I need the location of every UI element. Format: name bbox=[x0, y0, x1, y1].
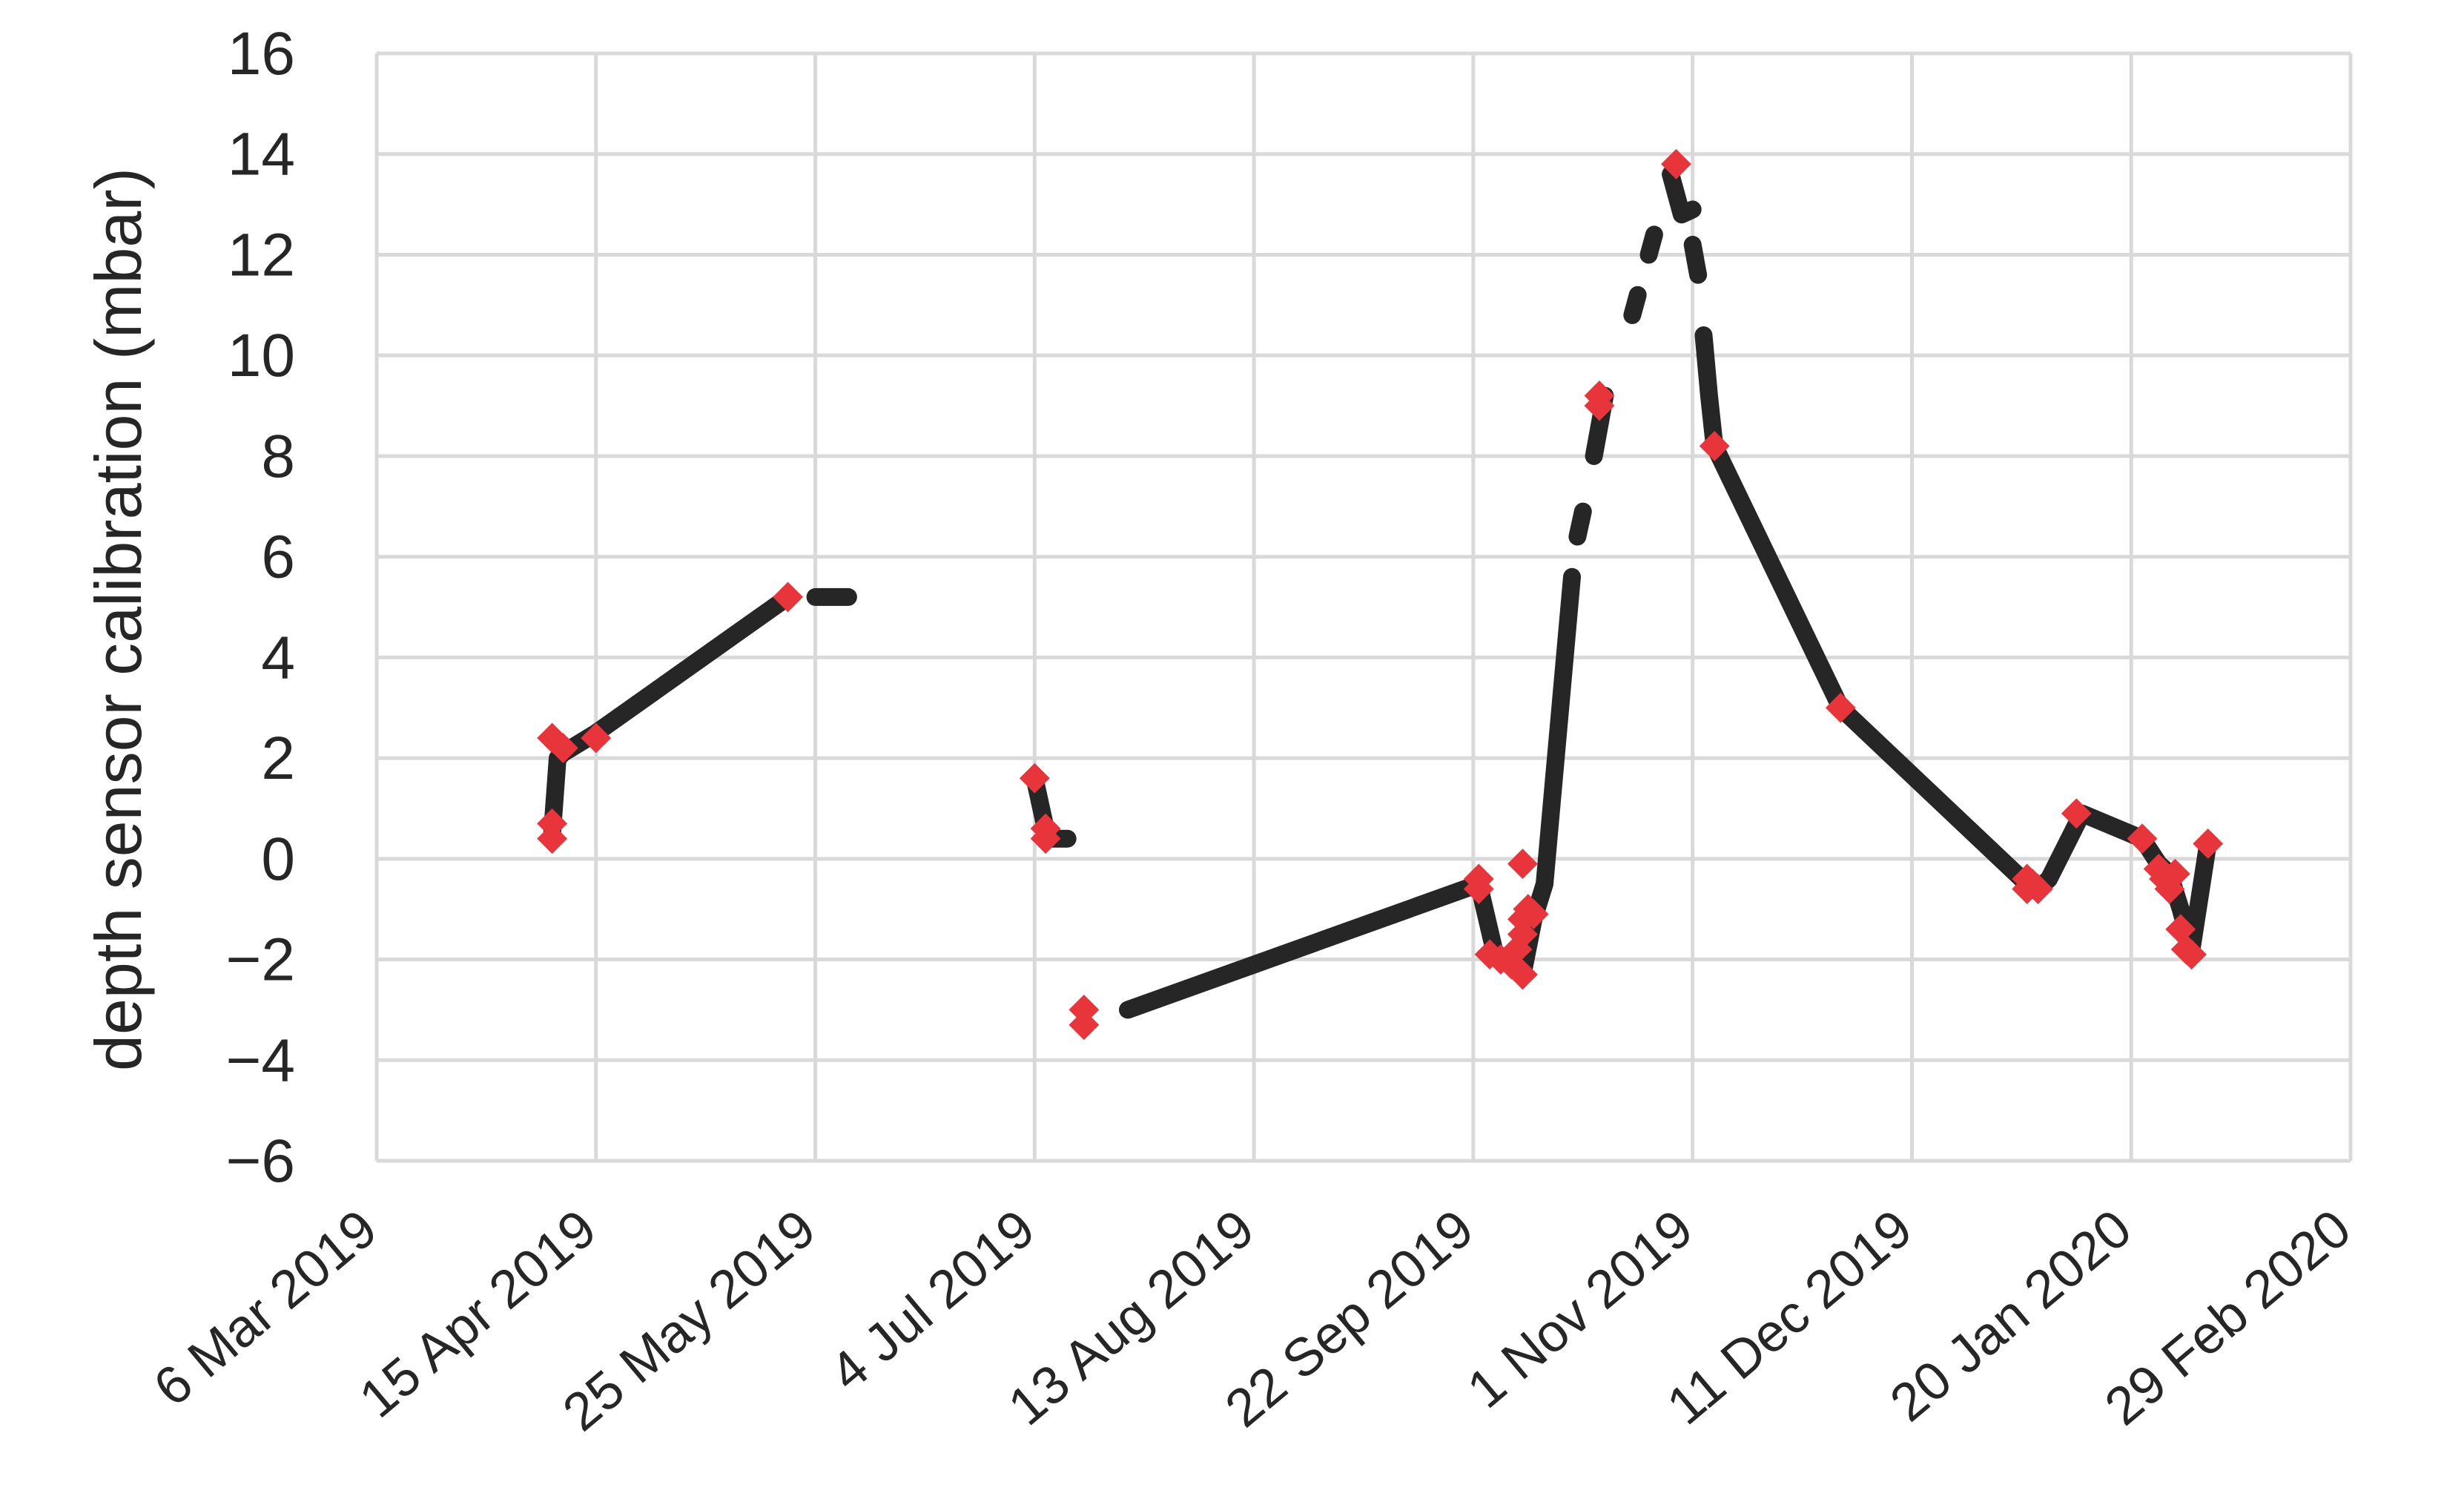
x-tick-label: 4 Jul 2019 bbox=[819, 1199, 1046, 1403]
diamond-marker bbox=[1699, 430, 1730, 461]
diamond-marker bbox=[2023, 874, 2053, 904]
y-axis-title: depth sensor calibration (mbar) bbox=[82, 168, 155, 1071]
y-axis-tick-labels: 16 14 12 10 8 6 4 2 0 −2 −4 −6 bbox=[226, 20, 296, 1195]
y-tick-label: 14 bbox=[228, 121, 295, 188]
y-tick-label: 12 bbox=[228, 221, 295, 289]
series-segment bbox=[1694, 326, 2217, 958]
series-dark-dots bbox=[543, 165, 2217, 1019]
y-tick-label: 4 bbox=[261, 624, 295, 691]
series-segment bbox=[1662, 165, 1702, 224]
diamond-marker bbox=[547, 733, 578, 763]
diamond-marker bbox=[1030, 823, 1061, 854]
y-tick-label: −4 bbox=[226, 1027, 296, 1094]
diamond-marker bbox=[1507, 849, 1538, 880]
y-tick-label: 8 bbox=[261, 423, 295, 490]
diamond-marker bbox=[1019, 762, 1050, 794]
diamond-marker bbox=[2127, 823, 2158, 854]
diamond-marker bbox=[2159, 858, 2190, 889]
series-segment bbox=[1623, 286, 1647, 324]
diamond-marker bbox=[1518, 899, 1549, 929]
y-tick-label: −2 bbox=[226, 926, 296, 994]
diamond-marker bbox=[1463, 874, 1494, 904]
y-tick-label: −6 bbox=[226, 1127, 296, 1195]
series-red-diamonds bbox=[537, 148, 2224, 1041]
diamond-marker bbox=[537, 808, 568, 839]
y-tick-label: 16 bbox=[228, 20, 295, 88]
diamond-marker bbox=[1068, 1009, 1100, 1041]
diamond-marker bbox=[2061, 798, 2092, 829]
diamond-marker bbox=[2193, 829, 2224, 859]
y-tick-label: 6 bbox=[261, 524, 295, 591]
diamond-marker bbox=[581, 722, 612, 754]
diamond-marker bbox=[2176, 939, 2207, 970]
x-tick-label: 11 Dec 2019 bbox=[1657, 1199, 1923, 1436]
y-tick-label: 10 bbox=[228, 322, 295, 389]
diamond-marker bbox=[1661, 148, 1691, 179]
series-segment bbox=[1119, 567, 1581, 1019]
diamond-marker bbox=[1507, 959, 1538, 990]
series-segment bbox=[1683, 235, 1708, 284]
diamond-marker bbox=[773, 582, 803, 613]
diamond-marker bbox=[1825, 692, 1856, 723]
series-segment bbox=[1639, 225, 1663, 264]
series-segment bbox=[1568, 502, 1592, 546]
y-tick-label: 2 bbox=[261, 725, 295, 792]
series-segment bbox=[543, 587, 797, 843]
diamond-marker bbox=[1584, 390, 1615, 421]
y-tick-label: 0 bbox=[261, 826, 295, 893]
gridlines bbox=[374, 51, 2353, 1163]
